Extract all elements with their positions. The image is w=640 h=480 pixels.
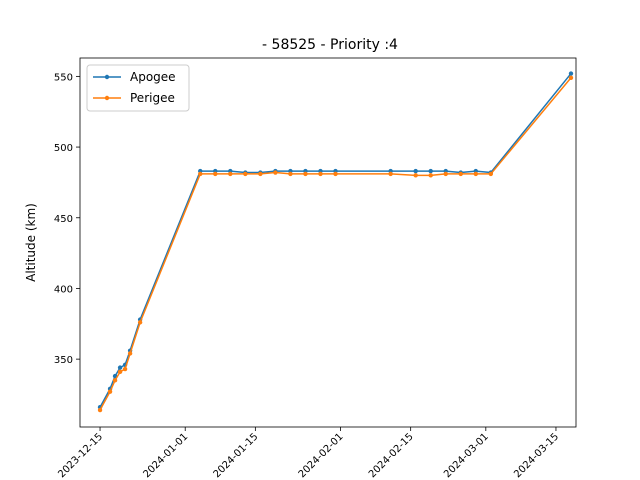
data-point-apogee [428, 168, 433, 174]
data-point-perigee [443, 171, 448, 177]
x-tick-label: 2024-01-15 [212, 431, 261, 480]
series-layer [97, 71, 574, 413]
y-axis: 350 400 450 500 550 [54, 72, 80, 366]
data-point-perigee [213, 171, 218, 177]
data-point-apogee [568, 71, 574, 76]
data-point-perigee [107, 389, 113, 394]
x-tick-label: 2024-02-01 [297, 431, 346, 480]
data-point-apogee [117, 365, 123, 370]
x-tick-label: 2024-01-01 [141, 431, 190, 480]
series-apogee [97, 71, 574, 410]
data-point-perigee [137, 320, 143, 325]
data-point-perigee [127, 351, 133, 356]
y-tick-label: 550 [54, 72, 73, 83]
data-point-perigee [258, 171, 263, 177]
chart-title: - 58525 - Priority :4 [262, 37, 398, 53]
data-point-perigee [458, 171, 463, 177]
data-point-perigee [122, 366, 128, 372]
data-point-perigee [97, 407, 103, 413]
plot-area [79, 57, 577, 428]
data-point-perigee [112, 378, 118, 383]
legend-label-apogee: Apogee [130, 70, 176, 84]
y-tick-label: 350 [54, 355, 73, 366]
data-point-perigee [198, 171, 203, 177]
legend: Apogee Perigee [86, 64, 190, 112]
series-line-apogee [99, 73, 572, 408]
y-tick-label: 400 [54, 284, 73, 295]
data-point-perigee [228, 171, 233, 177]
legend-label-perigee: Perigee [130, 91, 175, 105]
data-point-perigee [413, 173, 418, 178]
data-point-perigee [428, 173, 433, 178]
data-point-perigee [243, 171, 248, 177]
x-axis: 2023-12-15 2024-01-01 2024-01-15 2024-02-01… [56, 427, 561, 480]
data-point-perigee [333, 171, 338, 177]
x-tick-label: 2024-03-15 [512, 431, 561, 480]
x-tick-label: 2023-12-15 [56, 431, 105, 480]
data-point-perigee [488, 171, 494, 177]
legend-marker-perigee [104, 95, 110, 101]
x-tick-label: 2024-02-15 [367, 431, 416, 480]
data-point-perigee [318, 171, 323, 177]
data-point-perigee [273, 170, 278, 175]
series-perigee [97, 75, 574, 413]
data-point-perigee [473, 171, 478, 177]
data-point-perigee [568, 75, 574, 80]
data-point-apogee [413, 168, 418, 174]
data-point-perigee [388, 171, 393, 177]
data-point-perigee [288, 171, 293, 177]
y-tick-label: 500 [54, 143, 73, 154]
y-axis-label: Altitude (km) [24, 203, 38, 282]
data-point-perigee [303, 171, 308, 177]
legend-marker-apogee [104, 74, 110, 80]
y-tick-label: 450 [54, 214, 73, 225]
x-tick-label: 2024-03-01 [442, 431, 491, 480]
data-point-perigee [117, 369, 123, 375]
